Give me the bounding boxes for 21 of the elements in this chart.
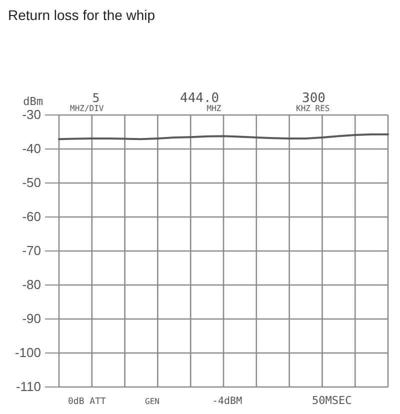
text: 444.0 bbox=[180, 91, 220, 106]
y-tick-label: -110 bbox=[16, 379, 41, 394]
text: 5 bbox=[92, 91, 100, 105]
text: GEN bbox=[145, 397, 160, 406]
y-tick-label: -50 bbox=[22, 175, 41, 190]
text: 50MSEC bbox=[312, 394, 352, 407]
text: MHZ bbox=[206, 104, 222, 113]
y-tick-label: -60 bbox=[22, 209, 41, 224]
y-tick-label: -90 bbox=[22, 311, 41, 326]
text: MHZ/DIV bbox=[70, 104, 104, 113]
text: 0dB ATT bbox=[68, 397, 107, 407]
y-axis-title: dBm bbox=[23, 95, 44, 108]
y-tick-label: -30 bbox=[22, 107, 41, 122]
y-tick-label: -40 bbox=[22, 141, 41, 156]
chart-title: Return loss for the whip bbox=[8, 7, 156, 23]
y-tick-label: -80 bbox=[22, 277, 41, 292]
y-tick-label: -70 bbox=[22, 243, 41, 258]
y-tick-label: -100 bbox=[14, 345, 41, 360]
text: -4dBM bbox=[212, 396, 242, 407]
text: KHZ RES bbox=[296, 104, 330, 113]
text: 300 bbox=[302, 91, 326, 106]
